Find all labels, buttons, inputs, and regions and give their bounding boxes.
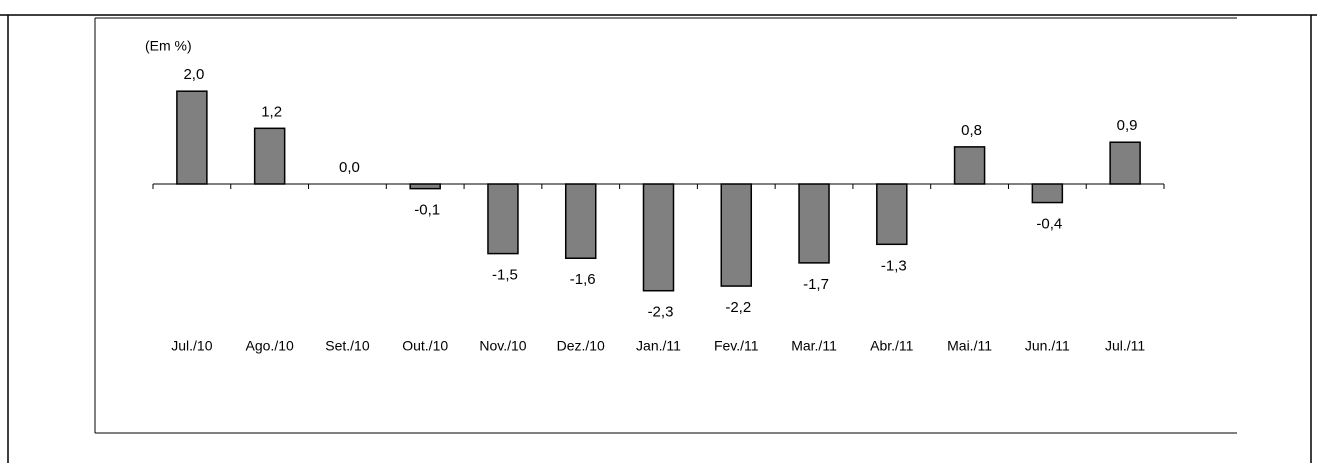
bar [409, 183, 441, 190]
value-label: -1,7 [803, 276, 829, 293]
bar [798, 183, 830, 264]
value-label: 0,0 [339, 159, 360, 176]
bar [953, 146, 986, 185]
x-tick-label: Jun./11 [1025, 338, 1070, 354]
value-label: 1,2 [261, 103, 282, 120]
x-tick-label: Out./10 [402, 338, 448, 354]
x-tick-label: Dez./10 [557, 338, 605, 354]
bar [1109, 141, 1141, 185]
value-label: -1,5 [492, 267, 518, 284]
bar [720, 183, 753, 287]
value-label: -1,6 [570, 271, 596, 288]
value-label: -2,3 [648, 304, 674, 321]
value-label: -0,4 [1036, 216, 1062, 233]
x-tick-label: Jul./10 [171, 338, 212, 354]
x-tick-label: Nov./10 [479, 338, 526, 354]
value-label: 2,0 [183, 66, 204, 83]
value-label: 0,9 [1117, 117, 1138, 134]
value-label: -0,1 [414, 202, 440, 219]
unit-label: (Em %) [145, 38, 192, 54]
bar [564, 183, 597, 259]
bar [876, 183, 908, 246]
bar [253, 127, 286, 185]
value-label: 0,8 [961, 122, 982, 139]
value-label: -1,3 [881, 257, 907, 274]
x-tick-label: Jan./11 [636, 338, 681, 354]
x-tick-label: Abr./11 [870, 338, 914, 354]
value-label: -2,2 [725, 299, 751, 316]
x-tick-label: Mai./11 [947, 338, 992, 354]
x-tick-label: Set./10 [325, 338, 370, 354]
x-tick-label: Ago./10 [246, 338, 294, 354]
bar [487, 183, 519, 255]
x-tick-label: Mar./11 [791, 338, 837, 354]
bar [176, 90, 208, 185]
bar [642, 183, 675, 292]
x-tick-label: Jul./11 [1105, 338, 1145, 354]
x-tick-label: Fev./11 [714, 338, 759, 354]
bar [1031, 183, 1064, 204]
